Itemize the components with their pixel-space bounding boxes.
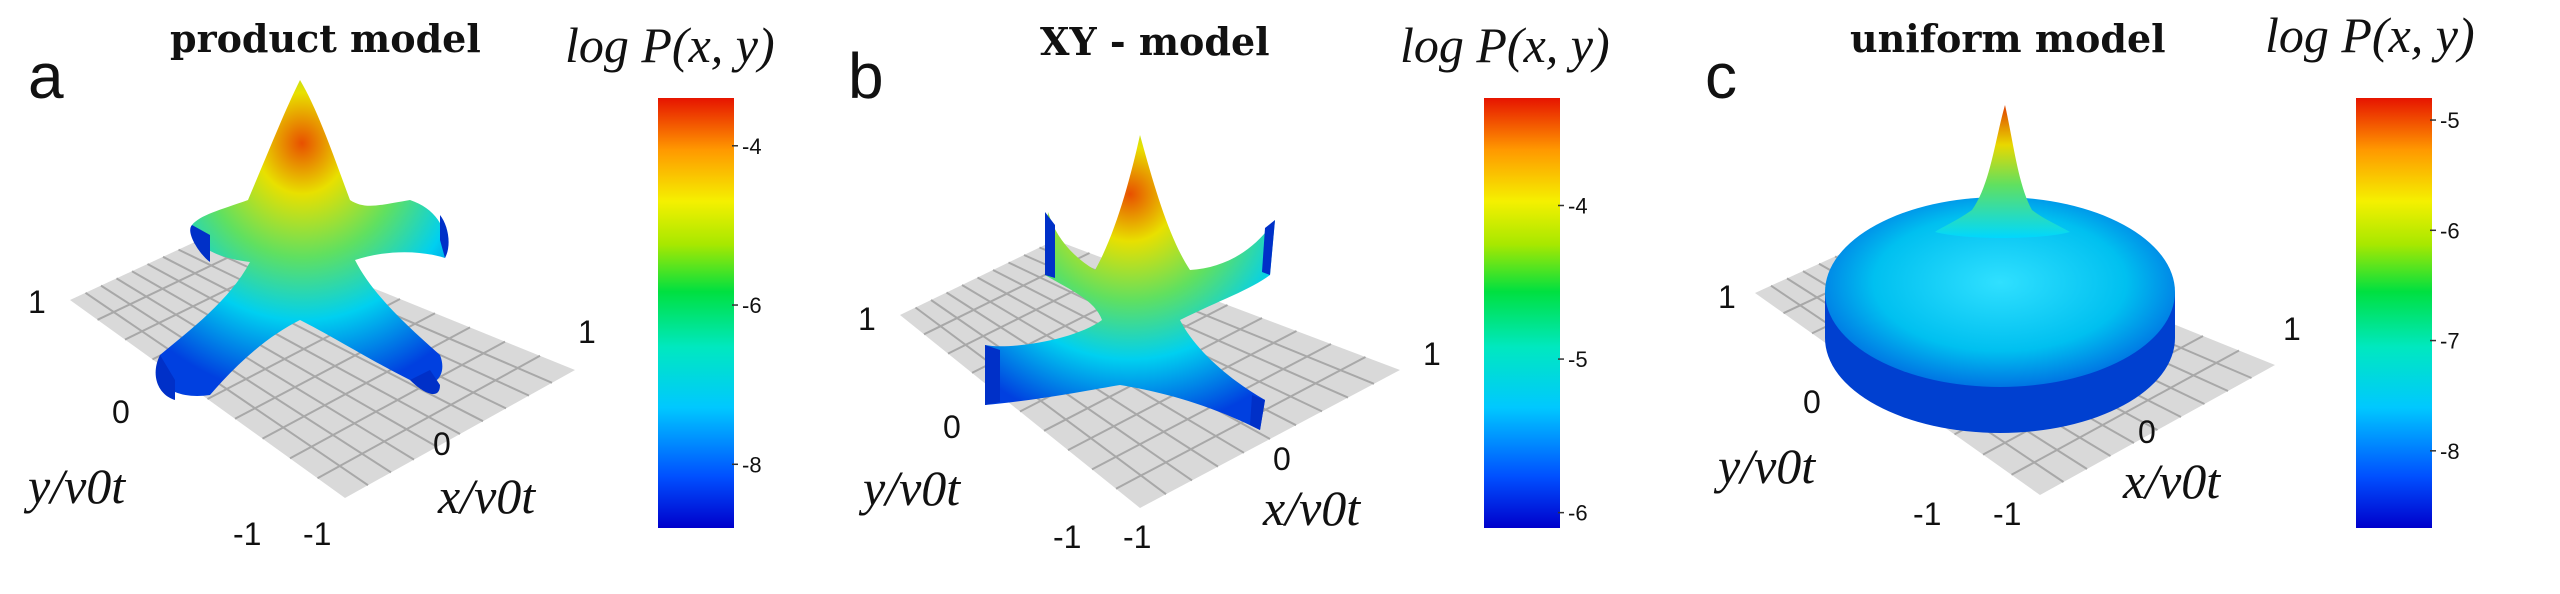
floor-grid-line (162, 255, 484, 423)
floor-grid-line (1115, 356, 1366, 490)
panel-a-xtick-mid: 0 (433, 426, 451, 462)
colorbar-tick-label: -4 (742, 134, 762, 159)
panel-a-surface (155, 80, 449, 400)
panel-c-xlabel: x/v0t (2122, 453, 2221, 509)
panel-b-surface (985, 135, 1275, 430)
panel-c: c uniform model log P(x, y) -5 -6 -7 -8 1 0… (1705, 7, 2475, 532)
panel-a-ylabel: y/v0t (23, 458, 126, 514)
panel-c-ytick-mid: 0 (1803, 384, 1821, 420)
panel-a-ytick-mid: 0 (112, 394, 130, 430)
panel-b-colorbar-bar (1484, 98, 1560, 528)
floor-grid-line (317, 354, 541, 480)
floor-grid-line (289, 340, 506, 460)
panel-b-colorbar-label: log P(x, y) (1400, 17, 1610, 73)
panel-a-colorbar: log P(x, y) -4 -6 -8 (565, 17, 775, 528)
panel-a-xtick-left: -1 (303, 516, 331, 552)
panel-b-title: XY - model (1040, 19, 1270, 64)
panel-c-ylabel: y/v0t (1713, 438, 1816, 494)
panel-b-xtick-0: 0 (943, 409, 961, 445)
panel-letter-b: b (848, 40, 884, 112)
panel-c-colorbar-label: log P(x, y) (2265, 7, 2475, 63)
panel-b-xtick-left: -1 (1123, 519, 1151, 555)
colorbar-tick-label: -6 (742, 293, 762, 318)
panel-a-colorbar-bar (658, 98, 734, 528)
panel-b-xlabel: x/v0t (1262, 480, 1361, 536)
panel-b-ytick-top: 1 (858, 301, 876, 337)
panel-a-title: product model (170, 16, 481, 61)
panel-c-colorbar: log P(x, y) -5 -6 -7 -8 (2265, 7, 2475, 528)
panel-letter-a: a (28, 40, 64, 112)
colorbar-tick-label: -4 (1568, 194, 1588, 219)
panel-a-ytick-top: 1 (28, 284, 46, 320)
panel-c-xtick-left: -1 (1993, 496, 2021, 532)
colorbar-tick-label: -5 (1568, 347, 1588, 372)
colorbar-tick-label: -5 (2440, 108, 2460, 133)
colorbar-tick-label: -7 (2440, 329, 2460, 354)
colorbar-tick-label: -8 (2440, 439, 2460, 464)
colorbar-tick-label: -6 (1568, 501, 1588, 526)
panel-c-xtick-right: 1 (2283, 311, 2301, 347)
panel-b-xtick-right: 1 (1423, 336, 1441, 372)
panel-c-xtick-mid: 0 (2138, 414, 2156, 450)
panel-c-surface (1825, 105, 2175, 433)
panel-a-colorbar-label: log P(x, y) (565, 17, 775, 73)
colorbar-tick-label: -6 (2440, 218, 2460, 243)
panel-b-colorbar: log P(x, y) -4 -5 -6 (1400, 17, 1610, 528)
panel-b: b XY - model log P(x, y) -4 -5 -6 1 0 -1 -… (848, 17, 1610, 555)
floor-grid-line (262, 326, 471, 440)
panel-c-ytick-bottom: -1 (1913, 496, 1941, 532)
panel-letter-c: c (1705, 40, 1737, 112)
panel-c-colorbar-bar (2356, 98, 2432, 528)
floor-grid-line (2011, 349, 2240, 476)
panel-b-xtick-mid: 0 (1273, 441, 1291, 477)
panel-c-title: uniform model (1850, 16, 2166, 61)
panel-a-xtick-right: 1 (578, 314, 596, 350)
panel-c-ytick-top: 1 (1718, 279, 1736, 315)
panel-a: a product model log P(x, y) -4 -6 -8 1 0 -… (23, 16, 775, 552)
panel-b-ytick-bottom: -1 (1053, 519, 1081, 555)
panel-a-ytick-bottom: -1 (233, 516, 261, 552)
panel-a-xlabel: x/v0t (437, 468, 536, 524)
panel-b-ylabel: y/v0t (858, 460, 961, 516)
colorbar-tick-label: -8 (742, 452, 762, 477)
